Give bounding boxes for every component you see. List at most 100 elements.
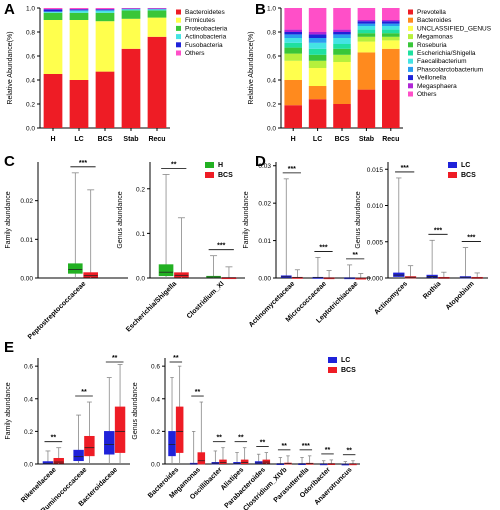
x-tick-label: Stab — [359, 136, 374, 143]
y-tick-label: 0.4 — [24, 396, 33, 403]
bar-segment — [147, 10, 167, 18]
bar-segment — [382, 29, 400, 34]
bar-segment — [284, 47, 302, 54]
legend-label: Phascolarctobacterium — [417, 66, 483, 73]
panel-letter-b: B — [255, 1, 266, 18]
significance-label: ** — [346, 448, 352, 455]
bar-segment — [333, 48, 351, 55]
x-tick-label: H — [50, 136, 55, 143]
legend-label: Prevotella — [417, 9, 446, 16]
y-tick-label: 0.6 — [151, 364, 160, 371]
box-body — [84, 435, 95, 457]
panel-letter-c: C — [4, 153, 15, 170]
bar-segment — [69, 12, 89, 20]
bar-segment — [357, 29, 376, 34]
box-body — [197, 452, 206, 465]
x-tick-label: Rothia — [422, 280, 442, 300]
bar-segment — [147, 36, 167, 128]
y-tick-label: 0.4 — [267, 78, 276, 85]
bar-segment — [333, 104, 351, 128]
legend-label: BCS — [218, 172, 233, 179]
bar-segment — [121, 9, 141, 11]
legend-swatch — [448, 162, 457, 168]
y-tick-label: 0.1 — [136, 231, 145, 238]
y-tick-label: 1.0 — [267, 6, 276, 13]
box-body — [104, 431, 115, 455]
bar-segment — [333, 62, 351, 80]
bar-segment — [333, 44, 351, 49]
legend-label: Faecalibacterium — [417, 58, 467, 65]
bar-segment — [357, 20, 376, 22]
bar-segment — [382, 21, 400, 24]
box-body — [219, 459, 227, 464]
y-tick-label: 0.2 — [26, 102, 35, 109]
bar-segment — [147, 8, 167, 9]
bar-segment — [308, 68, 327, 86]
significance-label: ** — [216, 435, 222, 442]
x-tick-label: Anaerotruncus — [313, 466, 353, 506]
legend-swatch — [176, 17, 181, 23]
y-tick-label: 0.0 — [267, 126, 276, 133]
bar-segment — [308, 86, 327, 100]
box-body — [254, 461, 263, 464]
bar-segment — [382, 36, 400, 41]
y-tick-label: 0.0 — [24, 462, 33, 469]
legend-swatch — [176, 25, 181, 31]
legend-label: Others — [185, 50, 205, 57]
bar-segment — [333, 8, 351, 30]
y-tick-label: 0.6 — [24, 364, 33, 371]
legend-swatch — [408, 34, 413, 40]
bar-segment — [308, 42, 327, 49]
box-body — [114, 406, 126, 453]
bar-segment — [382, 26, 400, 30]
significance-label: *** — [79, 160, 87, 167]
legend-swatch — [176, 42, 181, 48]
significance-label: ** — [325, 447, 331, 454]
bar-segment — [284, 38, 302, 43]
bar-segment — [43, 11, 63, 13]
y-tick-label: 0.6 — [26, 54, 35, 61]
bar-segment — [333, 32, 351, 35]
y-tick-label: 0.010 — [367, 203, 384, 210]
x-tick-label: H — [291, 136, 296, 143]
bar-segment — [382, 20, 400, 22]
box-body — [53, 457, 64, 464]
y-axis-label: Family abundance — [5, 382, 12, 439]
significance-label: *** — [288, 166, 296, 173]
bar-segment — [382, 23, 400, 26]
bar-segment — [69, 9, 89, 11]
legend-swatch — [408, 75, 413, 81]
legend-label: Others — [417, 91, 437, 98]
bar-segment — [147, 17, 167, 37]
bar-segment — [284, 105, 302, 128]
legend-label: Roseburia — [417, 42, 447, 49]
legend-label: UNCLASSIFIED_GENUS — [417, 25, 492, 32]
y-tick-label: 0.01 — [20, 237, 33, 244]
legend-label: Actinobacteria — [185, 34, 227, 41]
significance-label: ** — [112, 355, 118, 362]
bar-segment — [43, 20, 63, 74]
bar-segment — [284, 42, 302, 48]
bar-segment — [382, 8, 400, 20]
y-tick-label: 0.0 — [136, 276, 145, 283]
bar-segment — [147, 8, 167, 10]
legend-swatch — [176, 50, 181, 56]
legend-swatch — [408, 42, 413, 48]
legend-swatch — [408, 17, 413, 23]
bar-segment — [382, 48, 400, 80]
y-tick-label: 0.2 — [151, 429, 160, 436]
legend-label: LC — [461, 162, 470, 169]
box-body — [174, 272, 189, 278]
y-axis-label: Genus abundance — [132, 382, 139, 439]
bar-segment — [95, 9, 115, 11]
y-axis-label: Family abundance — [5, 191, 12, 248]
x-tick-label: BCS — [98, 136, 113, 143]
bar-segment — [333, 80, 351, 104]
y-tick-label: 0.00 — [258, 276, 271, 283]
bar-segment — [121, 10, 141, 19]
bar-segment — [357, 23, 376, 26]
significance-label: ** — [238, 435, 244, 442]
y-tick-label: 0.0 — [26, 126, 35, 133]
significance-label: ** — [195, 389, 201, 396]
